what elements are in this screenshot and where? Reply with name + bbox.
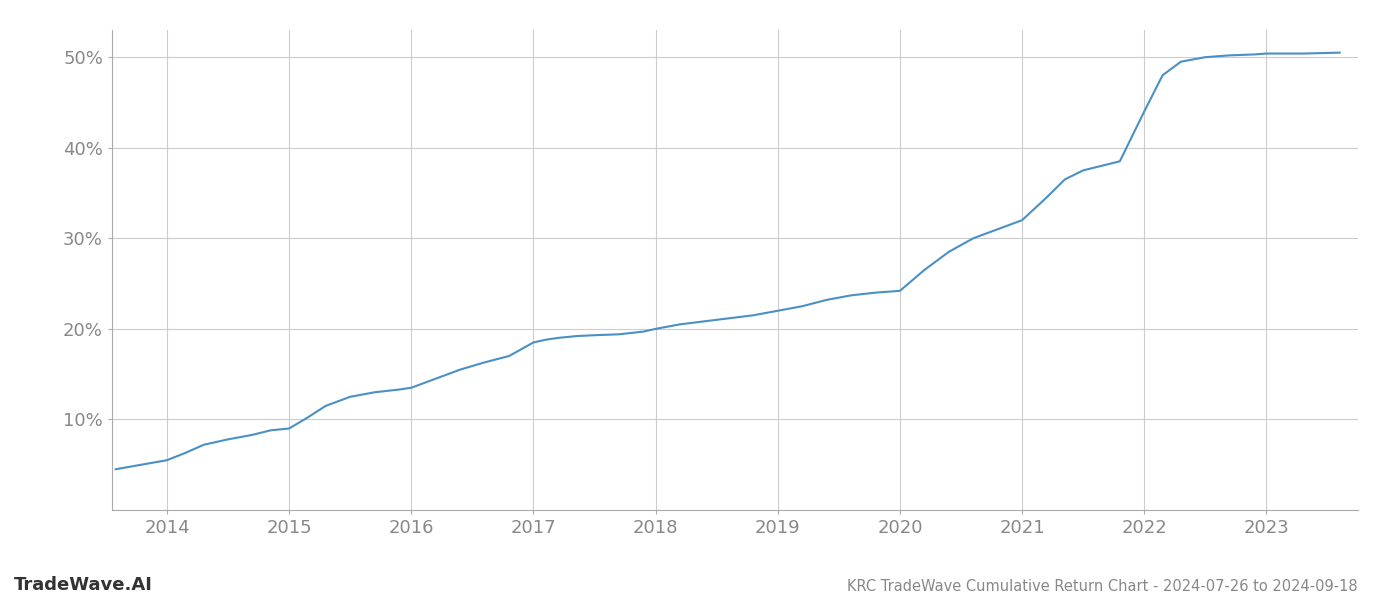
Text: TradeWave.AI: TradeWave.AI: [14, 576, 153, 594]
Text: KRC TradeWave Cumulative Return Chart - 2024-07-26 to 2024-09-18: KRC TradeWave Cumulative Return Chart - …: [847, 579, 1358, 594]
